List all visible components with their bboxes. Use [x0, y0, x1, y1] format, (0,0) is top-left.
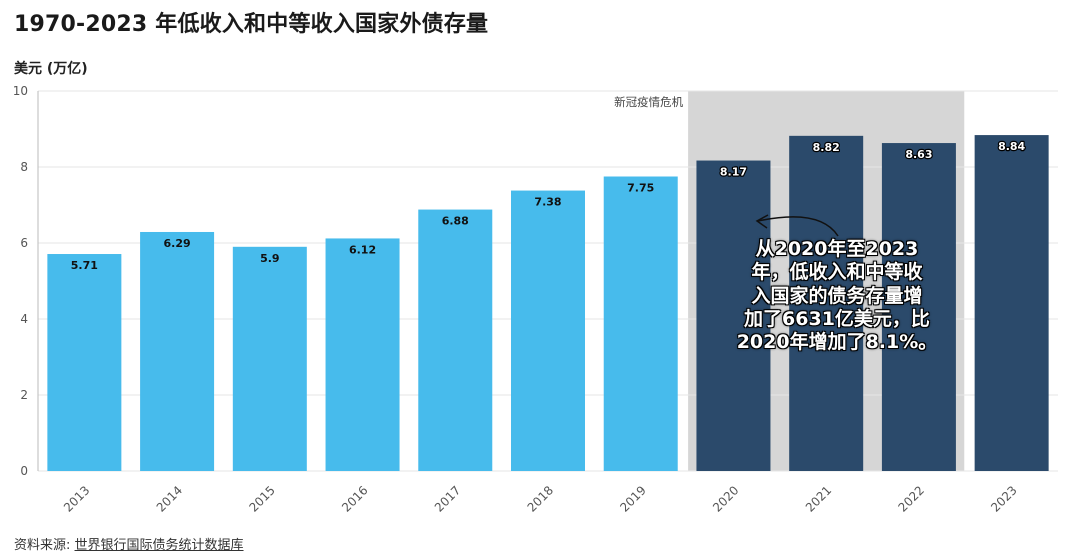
x-tick-label: 2016 — [339, 483, 370, 514]
bar — [881, 143, 956, 471]
x-tick-label: 2022 — [896, 483, 927, 514]
y-tick-label: 6 — [20, 236, 28, 250]
bar — [974, 135, 1049, 471]
bar — [325, 238, 400, 471]
bar-value-label: 6.29 — [164, 237, 191, 250]
annotation-arrow — [757, 216, 839, 237]
bar — [696, 160, 771, 472]
bar — [603, 176, 678, 471]
bar-value-label: 7.75 — [627, 182, 654, 195]
source-note: 资料来源: 世界银行国际债务统计数据库 — [14, 534, 244, 553]
x-tick-label: 2017 — [432, 483, 463, 514]
bar — [418, 209, 493, 471]
annotation-text: 从2020年至2023 年，低收入和中等收 入国家的债务存量增 加了6631亿美… — [736, 238, 938, 354]
y-axis-unit-label: 美元 (万亿) — [14, 61, 88, 77]
bar-value-label: 8.63 — [905, 148, 932, 161]
bar — [140, 231, 215, 471]
y-tick-label: 0 — [20, 464, 28, 478]
bar-value-label: 8.84 — [998, 140, 1025, 153]
y-tick-label: 10 — [13, 84, 28, 98]
y-tick-label: 8 — [20, 160, 28, 174]
bar — [511, 190, 585, 471]
source-prefix: 资料来源: — [14, 538, 75, 553]
bar-value-label: 8.17 — [720, 166, 747, 179]
bar — [789, 135, 864, 471]
bar — [232, 246, 307, 471]
bar-value-label: 8.82 — [813, 141, 840, 154]
shaded-region-label: 新冠疫情危机 — [614, 95, 683, 109]
x-tick-label: 2018 — [525, 483, 556, 514]
x-tick-label: 2014 — [154, 483, 185, 514]
source-link[interactable]: 世界银行国际债务统计数据库 — [74, 538, 244, 553]
bar-value-label: 6.88 — [442, 215, 469, 228]
y-tick-label: 2 — [20, 388, 28, 402]
bar-value-label: 5.9 — [260, 252, 280, 265]
bar — [47, 254, 122, 471]
x-tick-label: 2021 — [803, 483, 834, 514]
bar-value-label: 6.12 — [349, 243, 376, 256]
bar-value-label: 7.38 — [534, 196, 561, 209]
x-tick-label: 2020 — [710, 483, 741, 514]
x-tick-label: 2013 — [61, 483, 92, 514]
y-tick-label: 4 — [20, 312, 28, 326]
x-tick-label: 2019 — [617, 483, 648, 514]
annotation-arrowhead — [755, 214, 769, 229]
bar-value-label: 5.71 — [71, 259, 98, 272]
x-tick-label: 2015 — [246, 483, 277, 514]
x-tick-label: 2023 — [988, 483, 1019, 514]
chart-title: 1970-2023 年低收入和中等收入国家外债存量 — [14, 12, 489, 37]
